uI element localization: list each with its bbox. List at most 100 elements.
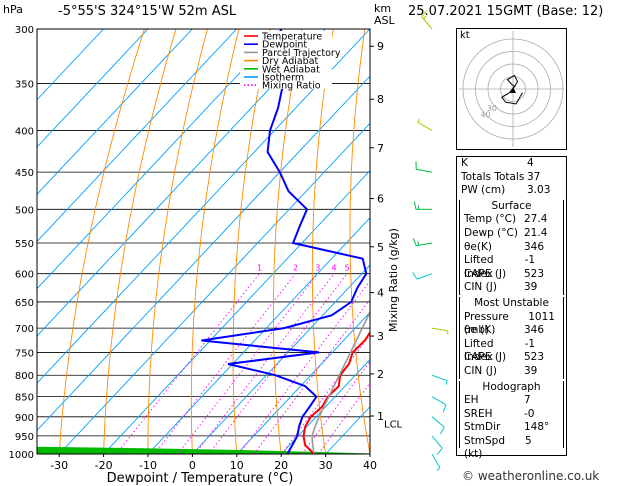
wind-barb xyxy=(421,10,433,30)
parameter-row: Totals Totals 37 xyxy=(457,171,566,185)
hodograph-trace xyxy=(501,74,523,105)
wind-barb-flag xyxy=(440,426,445,435)
hodograph-unit-label: kt xyxy=(460,30,470,41)
hodograph-ring xyxy=(475,51,551,127)
parameter-row: CAPE (J) 523 xyxy=(460,351,563,365)
parameter-label: Lifted Index xyxy=(464,337,494,364)
parameter-value: 5 xyxy=(524,434,532,447)
hodograph-ring-label: 40 xyxy=(480,110,490,119)
pressure-tick-label: 900 xyxy=(15,413,34,424)
parameter-value: 346 xyxy=(524,324,545,337)
parcel-trajectory xyxy=(311,310,370,454)
isotherm-line xyxy=(37,29,193,195)
hodograph-ring-label: 30 xyxy=(487,104,497,113)
legend-entry: Isotherm xyxy=(262,73,304,84)
skewt-grid xyxy=(37,29,459,454)
pressure-tick-label: 600 xyxy=(15,270,34,281)
pressure-tick-label: 1000 xyxy=(9,450,34,461)
wind-barb xyxy=(413,201,432,210)
wind-barb-flag xyxy=(417,241,420,246)
mixing-ratio-label: 2 xyxy=(293,264,298,273)
dry-adiabat-line xyxy=(232,29,271,454)
km-tick-label: 5 xyxy=(377,241,384,254)
hpa-axis-label: hPa xyxy=(3,3,23,16)
temperature-tick-label: 10 xyxy=(230,459,244,472)
wet-adiabat-line xyxy=(37,447,335,454)
wind-barb-staff xyxy=(416,273,433,280)
temperature-tick-label: 0 xyxy=(189,459,196,472)
mixing-ratio-line xyxy=(194,273,335,454)
wind-barb-flag xyxy=(412,238,417,246)
pressure-tick-label: 300 xyxy=(15,25,34,36)
km-asl-axis-label: km ASL xyxy=(374,3,395,27)
parameter-label: CIN (J) xyxy=(464,364,497,377)
parameter-value: 21.4 xyxy=(524,226,548,239)
isotherm-line xyxy=(58,122,370,454)
wind-barb-staff xyxy=(431,453,441,469)
parameter-row: Dewp (°C) 21.4 xyxy=(460,227,563,241)
isotherm-line xyxy=(192,264,370,454)
parameter-label: Dewp (°C) xyxy=(464,226,518,239)
parameter-value: 27.4 xyxy=(524,213,548,226)
km-tick-label: 8 xyxy=(377,93,384,106)
parameter-value: -1 xyxy=(524,254,536,267)
km-label-bottom: ASL xyxy=(374,14,395,27)
wet-adiabat-line xyxy=(37,446,370,454)
x-axis-label: Dewpoint / Temperature (°C) xyxy=(107,471,294,486)
wind-barb-flag xyxy=(445,380,448,385)
wind-barb-staff xyxy=(416,168,433,173)
wind-barb-flag xyxy=(423,15,427,20)
pressure-tick-label: 850 xyxy=(15,393,34,404)
km-tick-label: 4 xyxy=(377,287,384,300)
dry-adiabat-line xyxy=(349,29,370,454)
surface-rows: Temp (°C) 27.4 Dewp (°C) 21.4 θe(K) 346 Lifted… xyxy=(460,213,563,295)
parameter-label: SREH xyxy=(464,407,493,420)
parameter-row: Temp (°C) 27.4 xyxy=(460,213,563,227)
temperature-tick-label: -30 xyxy=(50,459,68,472)
mixing-ratio-label: 20 xyxy=(430,264,440,273)
sounding-parameters-panel: K 4 Totals Totals 37 PW (cm) 3.03 Surface Tem… xyxy=(456,156,567,460)
surface-title: Surface xyxy=(491,199,532,212)
most-unstable-title: Most Unstable xyxy=(474,296,549,309)
dry-adiabat-line xyxy=(58,29,145,454)
temperature-tick-label: 20 xyxy=(274,459,288,472)
dry-adiabat-line xyxy=(422,29,459,454)
pressure-tick-label: 750 xyxy=(15,348,34,359)
wind-barb-staff xyxy=(431,435,443,449)
wind-barb-flag xyxy=(436,447,443,455)
parameter-value: -0 xyxy=(524,407,535,420)
parameter-row: Lifted Index -1 xyxy=(460,254,563,280)
wind-barb xyxy=(431,374,448,385)
storm-motion-marker xyxy=(510,87,516,93)
wind-barb-staff xyxy=(417,122,433,131)
parameter-value: 523 xyxy=(524,267,545,280)
wind-barb-staff xyxy=(431,416,445,428)
legend-entry: Dry Adiabat xyxy=(262,56,319,67)
km-tick-label: 6 xyxy=(377,193,384,206)
skewt-series: 1 2 3 4 5 8 10 15 20 25 xyxy=(201,29,440,454)
wind-barb-staff xyxy=(431,396,447,406)
parameter-row: θe (K) 346 xyxy=(460,324,563,338)
dry-adiabat-line xyxy=(272,29,303,454)
wind-barb xyxy=(417,118,433,131)
km-tick-label: 7 xyxy=(377,142,384,155)
pressure-tick-label: 450 xyxy=(15,168,34,179)
most-unstable-section: Most Unstable Pressure (mb) 1011 θe (K) 346… xyxy=(459,296,564,379)
parameter-label: PW (cm) xyxy=(461,184,506,197)
hodograph-panel: kt 40 30 xyxy=(456,28,567,150)
parameter-label: CAPE (J) xyxy=(464,267,507,280)
wind-barbs xyxy=(412,10,449,471)
parameter-label: EH xyxy=(464,394,479,407)
wind-barb xyxy=(412,272,433,280)
parameter-label: Temp (°C) xyxy=(464,213,517,226)
parameter-value: 39 xyxy=(524,364,538,377)
hodograph-params-section: Hodograph EH 7 SREH -0 StmDir 148° StmSpd (kt)… xyxy=(459,380,564,460)
dry-adiabat-line xyxy=(190,29,240,454)
wind-barb-flag xyxy=(417,118,420,123)
parameter-row: StmDir 148° xyxy=(460,421,563,435)
parameter-row: EH 7 xyxy=(460,394,563,408)
parameter-label: CIN (J) xyxy=(464,281,497,294)
hodograph-params-title: Hodograph xyxy=(482,380,541,393)
